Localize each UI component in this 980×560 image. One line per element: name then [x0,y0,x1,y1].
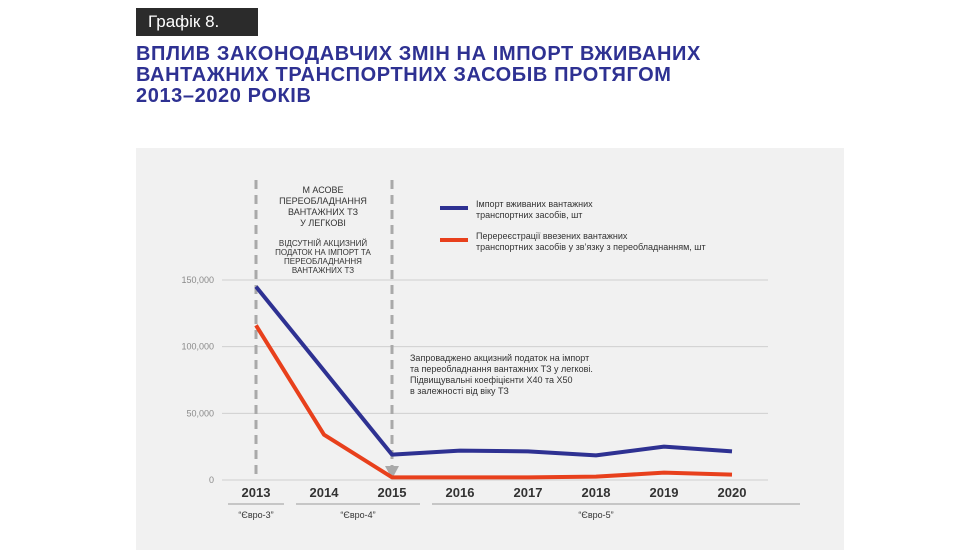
period-subtitle-line: ПЕРЕОБЛАДНАННЯ [284,257,362,266]
x-tick-label: 2014 [310,485,340,500]
chart-panel [136,148,844,550]
period-title-line: ПЕРЕОБЛАДНАННЯ [279,196,367,206]
period-subtitle-line: ВАНТАЖНИХ ТЗ [292,266,354,275]
euro-standard-labels: “Євро-3” “Євро-4” “Євро-5” [228,503,800,520]
period-title-line: М АСОВЕ [302,185,343,195]
y-tick-label: 50,000 [186,408,214,418]
x-tick-label: 2019 [650,485,679,500]
policy-note-line: Підвищувальні коефіцієнти Х40 та Х50 [410,375,573,385]
legend-label: Перереєстрації ввезених вантажних [476,231,628,241]
policy-note-line: Запроваджено акцизний податок на імпорт [410,353,589,363]
y-axis-ticks: 0 50,000 100,000 150,000 [181,275,214,485]
x-tick-label: 2016 [446,485,475,500]
euro-label: “Євро-4” [340,510,375,520]
legend-label: транспортних засобів у зв’язку з переобл… [476,242,706,252]
x-tick-label: 2018 [582,485,611,500]
x-axis-ticks: 2013 2014 2015 2016 2017 2018 2019 2020 [242,485,747,500]
series-lines [254,285,733,480]
euro-label: “Євро-3” [238,510,273,520]
arrow-head [385,466,399,479]
period-title-line: У ЛЕГКОВІ [300,218,346,228]
y-tick-label: 150,000 [181,275,214,285]
series-line-2 [254,324,733,480]
series-line-1 [254,285,733,458]
y-tick-label: 0 [209,475,214,485]
period-markers [254,180,399,480]
x-tick-label: 2015 [378,485,407,500]
policy-note-line: в залежності від віку ТЗ [410,386,509,396]
policy-note-line: та переобладнання вантажних ТЗ у легкові… [410,364,593,374]
chart-number-badge: Графік 8. [136,8,258,36]
period-subtitle-line: ПОДАТОК НА ІМПОРТ ТА [275,248,371,257]
x-tick-label: 2020 [718,485,747,500]
x-tick-label: 2013 [242,485,271,500]
period-subtitle-line: ВІДСУТНІЙ АКЦИЗНИЙ [279,239,367,248]
y-tick-label: 100,000 [181,342,214,352]
legend-label: транспортних засобів, шт [476,210,582,220]
legend-label: Імпорт вживаних вантажних [476,199,593,209]
euro-label: “Євро-5” [578,510,613,520]
x-tick-label: 2017 [514,485,543,500]
chart-title: ВПЛИВ ЗАКОНОДАВЧИХ ЗМІН НА ІМПОРТ ВЖИВАН… [136,43,701,107]
period-title-line: ВАНТАЖНИХ ТЗ [288,207,358,217]
